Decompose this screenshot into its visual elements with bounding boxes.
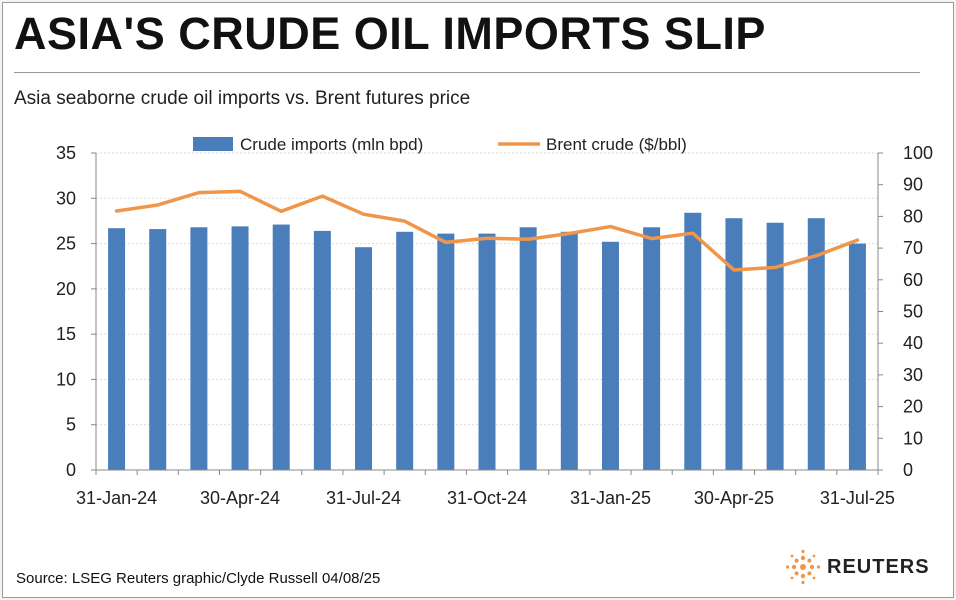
legend-label-bar: Crude imports (mln bpd): [240, 135, 423, 154]
chart-subtitle: Asia seaborne crude oil imports vs. Bren…: [14, 88, 471, 109]
y-left-tick-label: 5: [66, 415, 76, 435]
y-right-tick-label: 10: [903, 428, 923, 448]
y-right-tick-label: 60: [903, 270, 923, 290]
bar: [272, 224, 290, 470]
y-right-tick-label: 0: [903, 460, 913, 480]
bar: [807, 218, 825, 470]
bar: [643, 227, 661, 470]
y-right-tick-label: 100: [903, 143, 933, 163]
y-left-tick-label: 0: [66, 460, 76, 480]
y-right-tick-label: 90: [903, 175, 923, 195]
bar: [519, 227, 537, 470]
bar-series: [108, 212, 866, 470]
reuters-wordmark: REUTERS: [827, 555, 930, 578]
y-left-tick-label: 20: [56, 279, 76, 299]
x-tick-label: 31-Jan-25: [570, 488, 651, 508]
source-credit: Source: LSEG Reuters graphic/Clyde Russe…: [16, 570, 381, 587]
x-tick-label: 31-Jul-24: [326, 488, 401, 508]
title-divider: [14, 72, 920, 73]
y-right-tick-label: 20: [903, 397, 923, 417]
y-right-tick-label: 70: [903, 238, 923, 258]
y-right-tick-label: 80: [903, 206, 923, 226]
bar: [437, 233, 455, 470]
legend-label-line: Brent crude ($/bbl): [546, 135, 687, 154]
bar: [684, 212, 702, 470]
y-left-tick-label: 30: [56, 188, 76, 208]
bar: [313, 230, 331, 470]
axes: 0 5 10 15 20 25 30 35 0 10 20 30 40 50 60 70 80 90 100 31-J…: [56, 143, 933, 508]
bar: [355, 247, 373, 470]
x-tick-label: 31-Jul-25: [820, 488, 895, 508]
chart-title: ASIA'S CRUDE OIL IMPORTS SLIP: [14, 8, 766, 59]
reuters-dot-sphere-icon: [785, 549, 821, 585]
y-right-tick-label: 40: [903, 333, 923, 353]
bar: [601, 241, 619, 470]
x-tick-label: 31-Oct-24: [447, 488, 527, 508]
y-left-tick-label: 15: [56, 324, 76, 344]
legend: Crude imports (mln bpd) Brent crude ($/bb…: [193, 135, 687, 154]
reuters-logo: REUTERS: [785, 549, 930, 585]
bar: [108, 228, 126, 470]
legend-swatch-bar: [193, 137, 233, 151]
bar: [396, 231, 414, 470]
bar: [190, 227, 208, 470]
bar: [848, 243, 866, 470]
line-series: [114, 189, 860, 272]
bar: [725, 218, 743, 470]
bar: [149, 229, 167, 470]
y-left-tick-label: 25: [56, 234, 76, 254]
bar: [478, 233, 496, 470]
bar: [231, 226, 249, 470]
y-left-tick-label: 10: [56, 369, 76, 389]
y-right-tick-label: 30: [903, 365, 923, 385]
y-right-tick-label: 50: [903, 302, 923, 322]
y-left-tick-label: 35: [56, 143, 76, 163]
x-tick-label: 30-Apr-24: [200, 488, 280, 508]
bar: [766, 222, 784, 470]
bar: [560, 231, 578, 470]
x-tick-label: 31-Jan-24: [76, 488, 157, 508]
x-tick-label: 30-Apr-25: [694, 488, 774, 508]
